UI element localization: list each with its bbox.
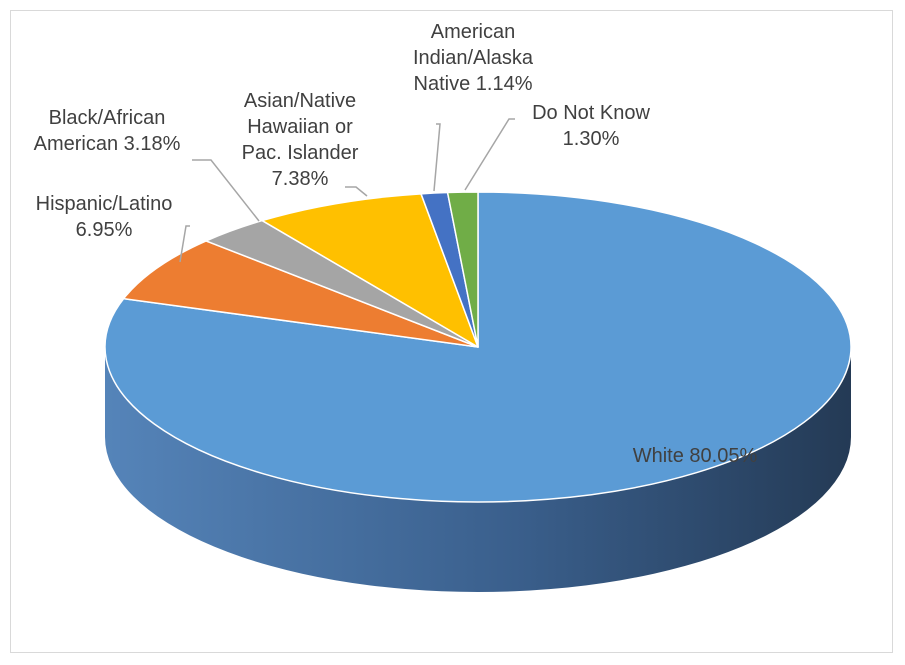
leader-line: [192, 159, 260, 222]
data-label: American Indian/Alaska Native 1.14%: [413, 21, 534, 95]
data-label: Asian/Native Hawaiian or Pac. Islander 7.38…: [242, 90, 359, 190]
pie-slice-do-not-know: [446, 191, 479, 348]
pie-slice-asian-native-hawaiian-or-pac-islander: [261, 193, 479, 348]
leader-line: [464, 118, 515, 191]
leader-line: [433, 123, 441, 192]
leader-line: [179, 225, 190, 263]
data-label: Hispanic/Latino 6.95%: [36, 193, 173, 241]
pie-side-white: [105, 347, 851, 592]
pie-slice-hispanic-latino: [122, 240, 479, 348]
leader-line: [345, 186, 368, 197]
data-label: White 80.05%: [633, 445, 758, 467]
data-label: Black/African American 3.18%: [34, 107, 181, 155]
data-label: Do Not Know 1.30%: [532, 102, 650, 150]
